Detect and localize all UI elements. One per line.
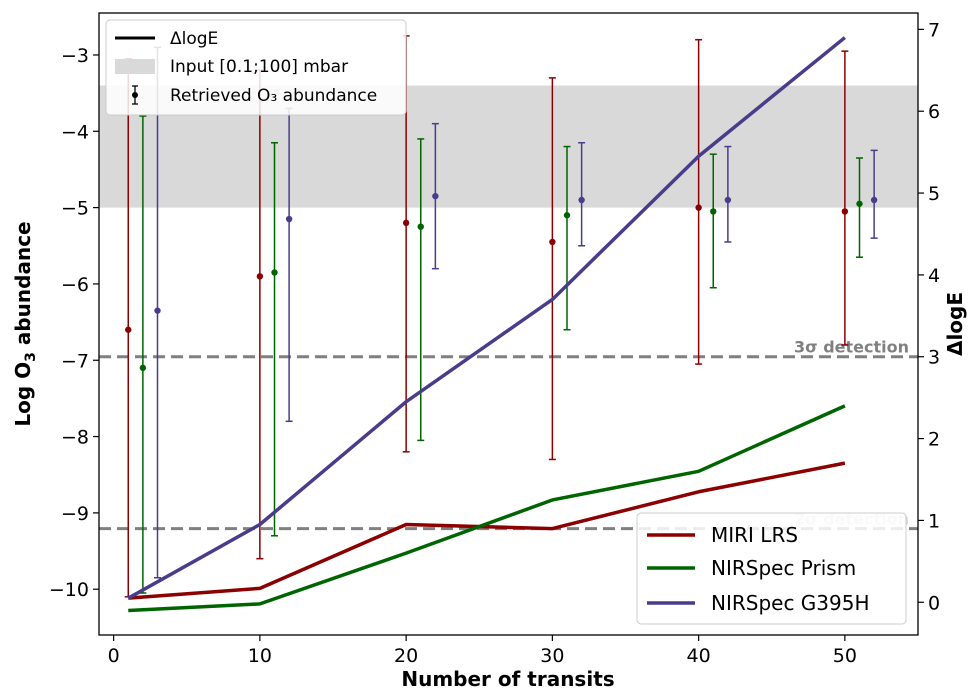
y-left-tick-label: −5 <box>61 198 89 220</box>
abundance-point <box>724 196 732 204</box>
y-left-tick-label: −8 <box>61 427 89 449</box>
x-tick-label: 50 <box>833 645 857 667</box>
abundance-point <box>695 204 702 211</box>
abundance-point <box>710 208 717 215</box>
legend-errbar-label: Retrieved O₃ abundance <box>170 86 377 106</box>
abundance-point <box>402 219 410 227</box>
x-tick-label: 30 <box>540 645 564 667</box>
legend-top-frame <box>105 19 407 116</box>
y-left-tick-label: −6 <box>61 274 89 296</box>
y-left-tick-label: −10 <box>49 579 89 601</box>
legend-bottom-frame <box>636 512 907 625</box>
threshold-label: 3σ detection <box>794 338 909 357</box>
deltalogE-lines <box>127 36 846 613</box>
abundance-point <box>285 215 293 223</box>
y-right-tick-label: 4 <box>928 265 940 287</box>
legend-label-g395h: NIRSpec G395H <box>711 591 870 615</box>
y-right-tick-label: 1 <box>928 510 940 532</box>
abundance-point <box>139 364 147 372</box>
abundance-point <box>417 223 424 230</box>
x-tick-label: 40 <box>687 645 711 667</box>
y-left-axis-label: Log O3 abundance <box>11 221 39 426</box>
deltalogE-line <box>127 36 846 600</box>
legend-label-prism: NIRSpec Prism <box>711 556 856 580</box>
legend-top: ΔlogE Input [0.1;100] mbar Retrieved O₃ … <box>105 19 407 116</box>
y-right-tick-label: 7 <box>928 19 940 41</box>
y-left-tick-label: −4 <box>61 121 89 143</box>
abundance-point <box>578 196 585 204</box>
y-right-tick-label: 2 <box>928 429 940 451</box>
abundance-point <box>549 238 556 246</box>
legend-band-swatch <box>115 59 155 74</box>
y-right-axis-ticks: 0 1 2 3 4 5 6 7 <box>918 19 940 614</box>
abundance-point <box>856 200 863 207</box>
y-right-tick-label: 3 <box>928 347 940 369</box>
y-left-tick-label: −7 <box>61 350 89 372</box>
x-tick-label: 20 <box>394 645 418 667</box>
plot-frame <box>98 12 919 636</box>
abundance-point <box>271 269 278 276</box>
y-right-axis-label: ΔlogE <box>943 292 967 356</box>
abundance-point <box>563 212 571 219</box>
legend-band-label: Input [0.1;100] mbar <box>170 57 348 77</box>
abundance-point <box>432 192 439 200</box>
abundance-point <box>154 307 161 314</box>
legend-label-miri: MIRI LRS <box>711 523 798 547</box>
y-left-tick-label: −3 <box>61 45 89 67</box>
x-tick-label: 0 <box>108 645 120 667</box>
abundance-point <box>841 208 849 215</box>
y-left-tick-label: −9 <box>61 503 89 525</box>
legend-errbar-dot <box>132 92 138 98</box>
abundance-point <box>870 196 878 204</box>
y-right-tick-label: 6 <box>928 101 940 123</box>
y-right-tick-label: 0 <box>928 592 940 614</box>
abundance-point <box>125 326 132 333</box>
y-left-axis-ticks: −10 −9 −8 −7 −6 −5 −4 −3 <box>49 45 99 601</box>
legend-bottom: MIRI LRS NIRSpec Prism NIRSpec G395H <box>636 512 907 625</box>
x-axis-label: Number of transits <box>401 667 614 691</box>
x-axis-ticks: 0 10 20 30 40 50 <box>108 635 857 667</box>
x-tick-label: 10 <box>248 645 272 667</box>
legend-line-label: ΔlogE <box>170 29 218 49</box>
deltalogE-line <box>128 404 846 613</box>
y-right-tick-label: 5 <box>928 183 940 205</box>
abundance-point <box>256 273 264 280</box>
